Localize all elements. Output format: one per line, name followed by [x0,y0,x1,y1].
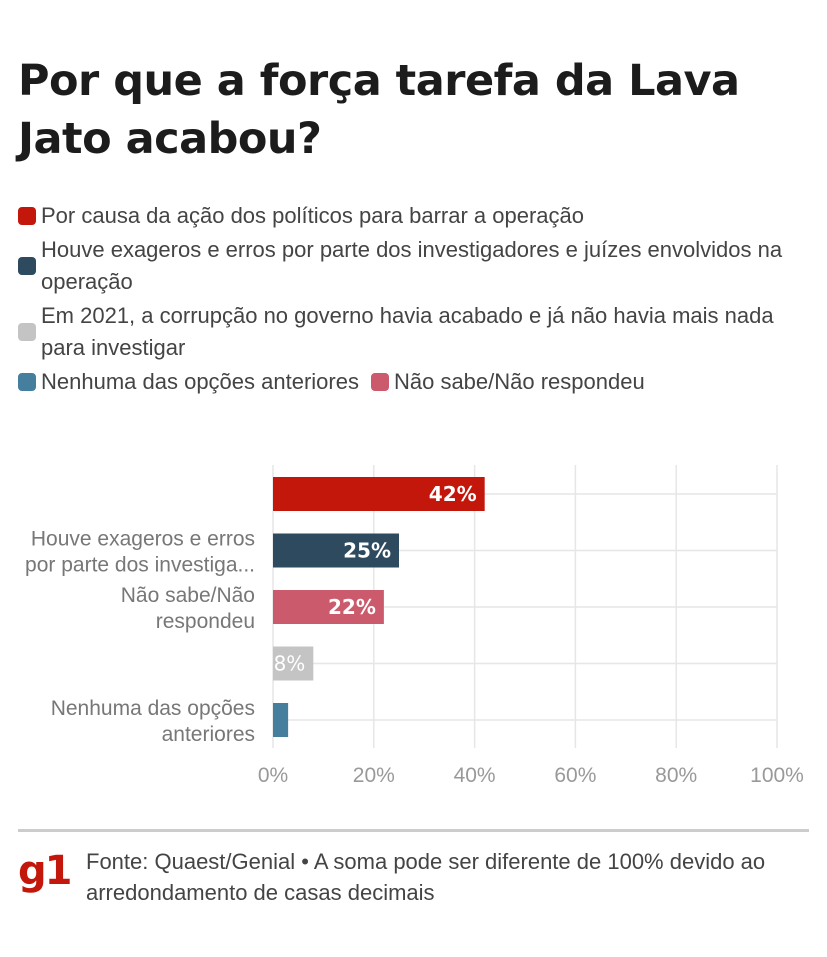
bar-value-label: 22% [328,595,376,619]
legend-item-nenhuma: Nenhuma das opções anteriores [18,366,359,398]
x-tick-label: 100% [750,764,804,787]
bar [273,590,384,624]
legend-swatch [18,257,36,275]
x-tick-label: 20% [353,764,395,787]
legend-swatch [18,207,36,225]
legend-item-nao-sabe: Não sabe/Não respondeu [370,366,645,398]
x-tick-label: 0% [258,764,288,787]
bar [273,646,314,681]
legend-row-last: Nenhuma das opções anteriores Não sabe/N… [18,366,808,398]
chart-title: Por que a força tarefa da Lava Jato acab… [18,56,740,164]
category-label: por parte dos investiga... [25,554,255,577]
bar [273,477,485,511]
bar [273,533,399,568]
footer-divider [18,829,809,832]
legend-label: Não sabe/Não respondeu [393,369,645,394]
bar-value-label: 8% [274,652,306,676]
source-note: Fonte: Quaest/Genial • A soma pode ser d… [86,849,766,905]
bar-chart: 0% 20% 40% 60% 80% 100% 42% 25% Houve exageros e… [25,465,804,787]
bar-value-label: 42% [429,482,477,506]
category-label: Nenhuma das opções [51,697,255,720]
legend-swatch [18,373,36,391]
bar-value-label: 25% [343,539,391,563]
legend-swatch [18,323,36,341]
x-tick-label: 60% [554,764,596,787]
legend-item-exageros: Houve exageros e erros por parte dos inv… [18,234,808,298]
g1-logo: g1 [18,848,72,894]
legend-swatch [370,373,389,391]
legend-item-corrupcao-acabou: Em 2021, a corrupção no governo havia ac… [18,300,808,364]
bar [273,703,289,737]
legend-label: Houve exageros e erros por parte dos inv… [41,237,783,294]
category-label: respondeu [156,610,255,633]
x-tick-label: 40% [454,764,496,787]
legend-label: Por causa da ação dos políticos para bar… [41,203,584,228]
legend-label: Nenhuma das opções anteriores [41,369,359,394]
category-label: Houve exageros e erros [31,528,255,551]
legend-item-politicos: Por causa da ação dos políticos para bar… [18,200,808,232]
legend: Por causa da ação dos políticos para bar… [18,200,808,400]
legend-label: Em 2021, a corrupção no governo havia ac… [41,303,774,360]
category-label: Não sabe/Não [121,584,255,607]
x-tick-label: 80% [655,764,697,787]
category-label: anteriores [162,723,255,746]
